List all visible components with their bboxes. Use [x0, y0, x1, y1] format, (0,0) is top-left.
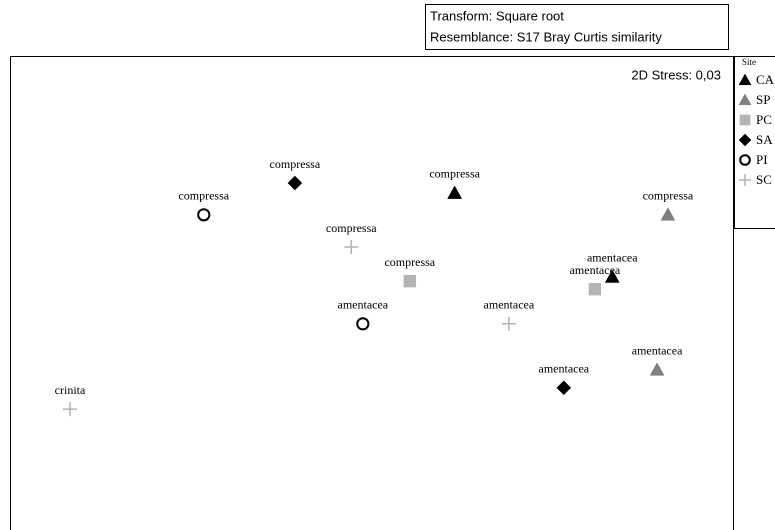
info-line: Transform: Square root: [430, 8, 564, 23]
point-label: amentacea: [570, 263, 621, 277]
legend-title: Site: [742, 57, 756, 67]
legend-marker: [739, 114, 751, 126]
point: [501, 316, 516, 331]
legend-label: SP: [756, 92, 770, 107]
point-label: compressa: [178, 189, 229, 203]
stress-label: 2D Stress: 0,03: [631, 67, 721, 82]
point: [447, 185, 463, 199]
point-label: amentacea: [587, 251, 638, 265]
plot-frame: [10, 56, 734, 530]
point-label: compressa: [326, 221, 377, 235]
point: [649, 362, 665, 376]
point-label: crinita: [55, 383, 86, 397]
point: [588, 283, 602, 296]
point: [660, 207, 676, 221]
point-label: compressa: [429, 167, 480, 181]
point: [356, 317, 370, 331]
point-label: compressa: [643, 189, 694, 203]
point: [604, 269, 620, 283]
point-label: amentacea: [338, 298, 389, 312]
legend-marker: [739, 174, 751, 186]
info-box: [425, 4, 729, 50]
legend-label: SC: [756, 172, 772, 187]
legend-box: [734, 56, 775, 229]
legend-marker: [738, 93, 752, 106]
legend-marker: [738, 133, 752, 147]
point-label: amentacea: [632, 344, 683, 358]
legend-marker: [739, 154, 751, 166]
point: [63, 402, 78, 417]
point: [403, 274, 417, 288]
point: [287, 175, 303, 191]
info-line: Resemblance: S17 Bray Curtis similarity: [430, 29, 662, 44]
point: [344, 240, 359, 255]
point-label: compressa: [270, 157, 321, 171]
legend-marker: [738, 73, 752, 86]
point-label: amentacea: [539, 362, 590, 376]
legend-label: SA: [756, 132, 773, 147]
point: [197, 208, 211, 222]
legend-label: PI: [756, 152, 768, 167]
point-label: amentacea: [484, 298, 535, 312]
legend-label: CA: [756, 72, 775, 87]
legend-label: PC: [756, 112, 772, 127]
point: [556, 380, 572, 396]
point-label: compressa: [384, 255, 435, 269]
